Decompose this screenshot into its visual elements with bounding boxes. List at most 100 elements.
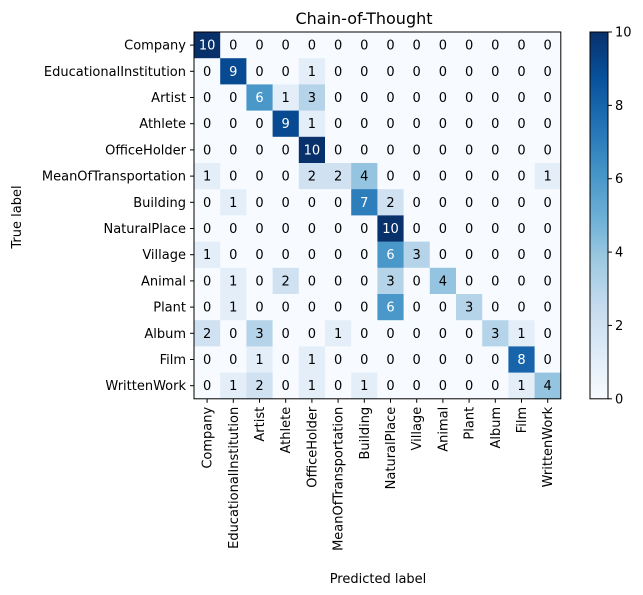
cell-value-label: 0 — [334, 65, 342, 80]
heatmap-cell — [194, 163, 221, 190]
cell-value-label: 2 — [255, 379, 263, 394]
cell-value-label: 0 — [255, 274, 263, 289]
cell-value-label: 1 — [203, 170, 211, 185]
heatmap-cell — [429, 84, 457, 111]
heatmap-cell — [456, 320, 483, 347]
cell-value-label: 2 — [386, 196, 394, 211]
heatmap-cell — [194, 267, 221, 295]
heatmap-cell — [272, 267, 300, 295]
heatmap-cell — [351, 163, 378, 190]
heatmap-cell — [325, 136, 352, 164]
heatmap-cell — [246, 84, 273, 111]
cell-value-label: 0 — [255, 39, 263, 54]
cell-value-label: 0 — [308, 39, 316, 54]
cell-value-label: 0 — [255, 196, 263, 211]
cell-value-label: 0 — [544, 327, 552, 342]
cell-value-label: 0 — [544, 353, 552, 368]
cell-value-label: 0 — [360, 327, 368, 342]
cell-value-label: 0 — [255, 301, 263, 316]
heatmap-cell — [482, 58, 509, 85]
cell-value-label: 0 — [386, 91, 394, 106]
cell-value-label: 0 — [544, 196, 552, 211]
cell-value-label: 0 — [439, 222, 447, 237]
heatmap-cell — [456, 346, 483, 373]
heatmap-cell — [482, 163, 509, 190]
cell-value-label: 1 — [282, 91, 290, 106]
x-tick-label: EducationalInstitution — [227, 407, 242, 549]
x-tick-label: MeanOfTransportation — [332, 407, 347, 551]
heatmap-cell — [508, 320, 535, 347]
cell-value-label: 0 — [517, 274, 525, 289]
cell-value-label: 0 — [491, 117, 499, 132]
cell-value-label: 0 — [544, 39, 552, 54]
colorbar — [589, 31, 609, 400]
cell-value-label: 0 — [229, 327, 237, 342]
heatmap-cell — [351, 215, 378, 242]
x-tick-label: Animal — [436, 407, 451, 452]
cell-value-label: 7 — [360, 196, 368, 211]
cell-value-label: 0 — [491, 65, 499, 80]
heatmap-cell — [508, 110, 535, 138]
heatmap-cell — [508, 241, 535, 269]
cell-value-label: 4 — [439, 274, 447, 289]
heatmap-cell — [456, 189, 483, 216]
y-tick-label: Building — [133, 196, 186, 211]
cell-value-label: 0 — [282, 65, 290, 80]
cell-value-label: 3 — [491, 327, 499, 342]
heatmap-cell — [377, 320, 404, 347]
cell-value-label: 0 — [229, 353, 237, 368]
cell-value-label: 0 — [203, 353, 211, 368]
cell-value-label: 0 — [413, 196, 421, 211]
heatmap-cell — [298, 110, 326, 138]
heatmap-cell — [534, 294, 562, 321]
y-tick-label: Athlete — [139, 117, 186, 132]
heatmap-cell — [220, 84, 247, 111]
cell-value-label: 0 — [439, 143, 447, 158]
cell-value-label: 0 — [203, 65, 211, 80]
x-tick-label: Album — [489, 407, 504, 449]
cell-value-label: 1 — [308, 117, 316, 132]
heatmap-cell — [272, 110, 300, 138]
heatmap-cell — [403, 372, 431, 400]
cell-value-label: 0 — [413, 143, 421, 158]
heatmap-cell — [534, 110, 562, 138]
cell-value-label: 0 — [282, 196, 290, 211]
heatmap-cell — [351, 294, 378, 321]
cell-value-label: 0 — [360, 353, 368, 368]
heatmap-cell — [298, 372, 326, 400]
heatmap-cell — [194, 346, 221, 373]
cell-value-label: 0 — [334, 39, 342, 54]
heatmap-cell — [403, 346, 431, 373]
heatmap-cell — [377, 189, 404, 216]
cell-value-label: 1 — [255, 353, 263, 368]
heatmap-cell — [194, 136, 221, 164]
heatmap-cell — [508, 267, 535, 295]
plot-frame — [193, 31, 562, 400]
cell-value-label: 0 — [465, 117, 473, 132]
heatmap-cell — [534, 320, 562, 347]
cell-value-label: 0 — [491, 170, 499, 185]
cell-value-label: 0 — [439, 170, 447, 185]
heatmap-cell — [482, 267, 509, 295]
heatmap-cell — [456, 294, 483, 321]
heatmap-cell — [194, 372, 221, 400]
x-tick-label: Artist — [253, 407, 268, 442]
heatmap-cell — [456, 110, 483, 138]
cell-value-label: 0 — [465, 143, 473, 158]
cell-value-label: 0 — [229, 222, 237, 237]
heatmap-cell — [246, 372, 273, 400]
heatmap-cell — [325, 110, 352, 138]
cell-value-label: 0 — [517, 91, 525, 106]
cell-value-label: 0 — [334, 143, 342, 158]
heatmap-cell — [194, 294, 221, 321]
cell-value-label: 0 — [439, 91, 447, 106]
cell-value-label: 0 — [465, 65, 473, 80]
x-tick-label: Film — [515, 407, 530, 433]
cell-value-label: 0 — [203, 117, 211, 132]
cell-value-label: 0 — [413, 117, 421, 132]
heatmap-cell — [272, 189, 300, 216]
heatmap-cell — [298, 84, 326, 111]
heatmap-cell — [325, 163, 352, 190]
cell-value-labels: 10 0 0 0 0 0 0 0 0 0 0 0 0 00 9 0 0 1 0 0 0 0 0 0 0 0 00 0 6 1 3 0 0 0 0 0 0… — [199, 39, 552, 395]
heatmap-cell — [351, 136, 378, 164]
